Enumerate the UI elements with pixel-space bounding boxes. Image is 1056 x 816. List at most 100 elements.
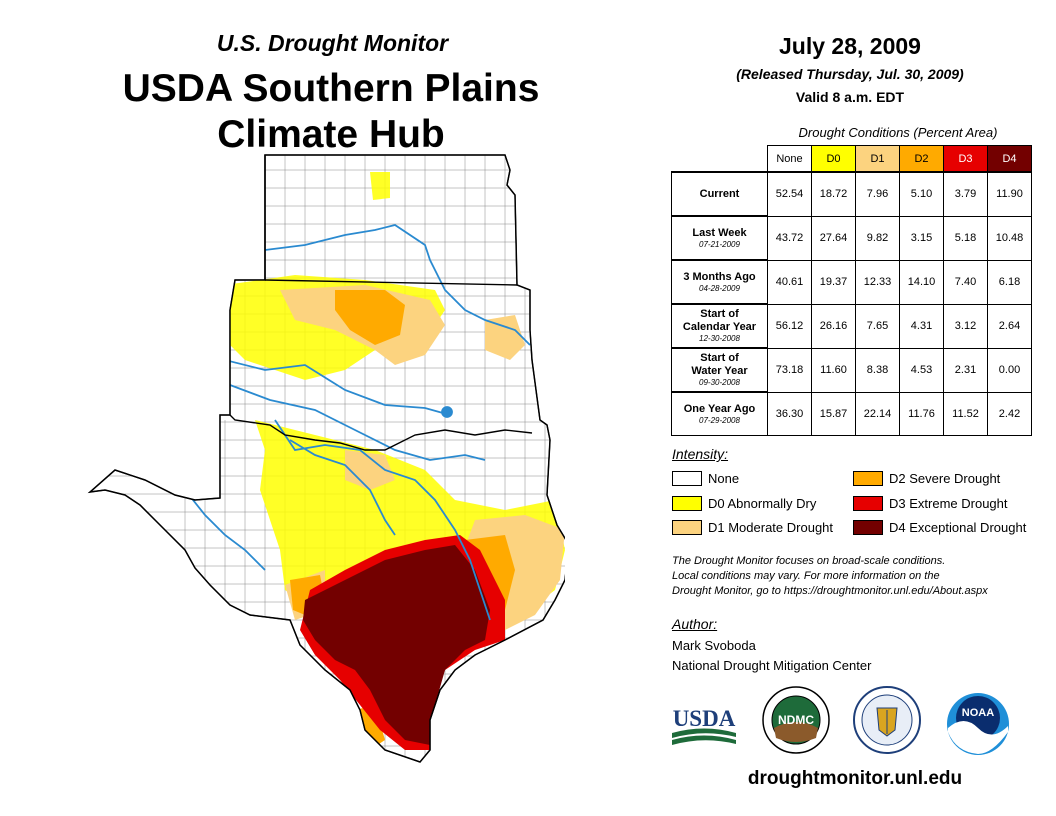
row-label-date: 09-30-2008 — [699, 378, 740, 387]
ndmc-logo: NDMC — [762, 686, 830, 754]
table-row: One Year Ago 07-29-2008 36.30 15.87 22.14 11.… — [671, 391, 1032, 436]
row-label-date: 04-28-2009 — [699, 283, 740, 293]
legend-swatch — [853, 496, 883, 511]
legend-label: D4 Exceptional Drought — [889, 520, 1027, 535]
drought-map — [87, 154, 565, 763]
table-cell: 14.10 — [899, 259, 944, 305]
legend-label: D1 Moderate Drought — [708, 520, 834, 535]
legend-item-d0: D0 Abnormally Dry — [672, 496, 816, 511]
note-line: The Drought Monitor focuses on broad-sca… — [672, 555, 946, 567]
legend-swatch — [672, 520, 702, 535]
table-cell: 43.72 — [767, 215, 812, 261]
row-label-name: Current — [699, 187, 740, 200]
row-label: 3 Months Ago 04-28-2009 — [671, 259, 768, 305]
table-cell: 5.18 — [943, 215, 988, 261]
legend-label: D2 Severe Drought — [889, 471, 1001, 486]
author-org: National Drought Mitigation Center — [672, 658, 872, 673]
table-caption: Drought Conditions (Percent Area) — [798, 125, 998, 140]
map-date: July 28, 2009 — [779, 33, 921, 59]
table-row: 3 Months Ago 04-28-2009 40.61 19.37 12.33 14.… — [671, 259, 1032, 305]
table-body: Current 52.54 18.72 7.96 5.10 3.79 11.90 Last W… — [671, 171, 1032, 436]
noaa-logo: NOAA — [947, 693, 1009, 755]
table-cell: 7.65 — [855, 303, 900, 349]
row-label: One Year Ago 07-29-2008 — [671, 391, 768, 436]
col-header: D2 — [899, 145, 944, 173]
legend-item-d1: D1 Moderate Drought — [672, 520, 833, 535]
map-title: USDA Southern Plains Climate Hub — [90, 66, 572, 158]
drought-d4-areas — [303, 545, 490, 745]
row-label: Start of Calendar Year 12-30-2008 — [671, 303, 768, 349]
table-cell: 0.00 — [987, 347, 1032, 393]
ndmc-logo-text: NDMC — [778, 713, 814, 727]
noaa-logo-text: NOAA — [962, 707, 994, 719]
legend-label: D3 Extreme Drought — [889, 496, 1008, 511]
table-row: Current 52.54 18.72 7.96 5.10 3.79 11.90 — [671, 171, 1032, 217]
col-header: D4 — [987, 145, 1032, 173]
drought-conditions-table: None D0 D1 D2 D3 D4 Current 52.54 18.72 7.9… — [671, 145, 1032, 436]
table-cell: 2.31 — [943, 347, 988, 393]
table-cell: 11.60 — [811, 347, 856, 393]
table-cell: 40.61 — [767, 259, 812, 305]
table-cell: 52.54 — [767, 171, 812, 217]
table-cell: 19.37 — [811, 259, 856, 305]
col-header: D0 — [811, 145, 856, 173]
region-outline — [87, 154, 565, 763]
row-label-name-2: Water Year — [691, 365, 748, 377]
map-subtitle: U.S. Drought Monitor — [216, 30, 449, 56]
table-cell: 11.76 — [899, 391, 944, 436]
website-url: droughtmonitor.unl.edu — [747, 768, 963, 789]
row-label: Last Week 07-21-2009 — [671, 215, 768, 261]
table-cell: 3.79 — [943, 171, 988, 217]
row-label-date: 07-29-2008 — [699, 415, 740, 425]
legend-swatch — [853, 471, 883, 486]
table-cell: 4.53 — [899, 347, 944, 393]
legend-item-d3: D3 Extreme Drought — [853, 496, 1008, 511]
legend-label: None — [708, 471, 740, 486]
table-cell: 15.87 — [811, 391, 856, 436]
row-label-name: Start of — [700, 308, 739, 320]
table-cell: 73.18 — [767, 347, 812, 393]
table-cell: 36.30 — [767, 391, 812, 436]
table-cell: 9.82 — [855, 215, 900, 261]
row-label-name: 3 Months Ago — [683, 270, 756, 283]
table-cell: 6.18 — [987, 259, 1032, 305]
row-label-name-2: Calendar Year — [682, 321, 757, 333]
drought-monitor-note: The Drought Monitor focuses on broad-sca… — [672, 554, 1042, 599]
table-row: Last Week 07-21-2009 43.72 27.64 9.82 3.15 5.1… — [671, 215, 1032, 261]
table-header-row: None D0 D1 D2 D3 D4 — [672, 145, 1032, 173]
map-title-line2: Climate Hub — [217, 113, 445, 156]
table-cell: 27.64 — [811, 215, 856, 261]
legend-swatch — [853, 520, 883, 535]
legend-item-d2: D2 Severe Drought — [853, 471, 1000, 486]
table-row: Start of Water Year 09-30-2008 73.18 11.60 8.… — [671, 347, 1032, 393]
legend-swatch — [672, 496, 702, 511]
col-header: D3 — [943, 145, 988, 173]
valid-time: Valid 8 a.m. EDT — [795, 89, 905, 105]
author-name: Mark Svoboda — [672, 638, 756, 653]
table-cell: 11.90 — [987, 171, 1032, 217]
row-label-name: Last Week — [692, 226, 747, 239]
col-header: None — [767, 145, 812, 173]
table-cell: 18.72 — [811, 171, 856, 217]
table-corner — [672, 146, 768, 173]
commerce-seal-logo — [853, 686, 921, 754]
col-header: D1 — [855, 145, 900, 173]
table-cell: 3.15 — [899, 215, 944, 261]
row-label: Start of Water Year 09-30-2008 — [671, 347, 768, 393]
legend-swatch — [672, 471, 702, 486]
table-cell: 8.38 — [855, 347, 900, 393]
row-label-date: 07-21-2009 — [699, 239, 740, 249]
table-cell: 7.96 — [855, 171, 900, 217]
table-cell: 11.52 — [943, 391, 988, 436]
table-cell: 2.64 — [987, 303, 1032, 349]
table-cell: 56.12 — [767, 303, 812, 349]
table-cell: 22.14 — [855, 391, 900, 436]
table-cell: 3.12 — [943, 303, 988, 349]
row-label-date: 12-30-2008 — [699, 334, 740, 343]
table-cell: 2.42 — [987, 391, 1032, 436]
table-cell: 4.31 — [899, 303, 944, 349]
author-title: Author: — [672, 616, 718, 632]
usda-logo: USDA — [672, 706, 736, 745]
legend-item-none: None — [672, 471, 739, 486]
table-cell: 26.16 — [811, 303, 856, 349]
